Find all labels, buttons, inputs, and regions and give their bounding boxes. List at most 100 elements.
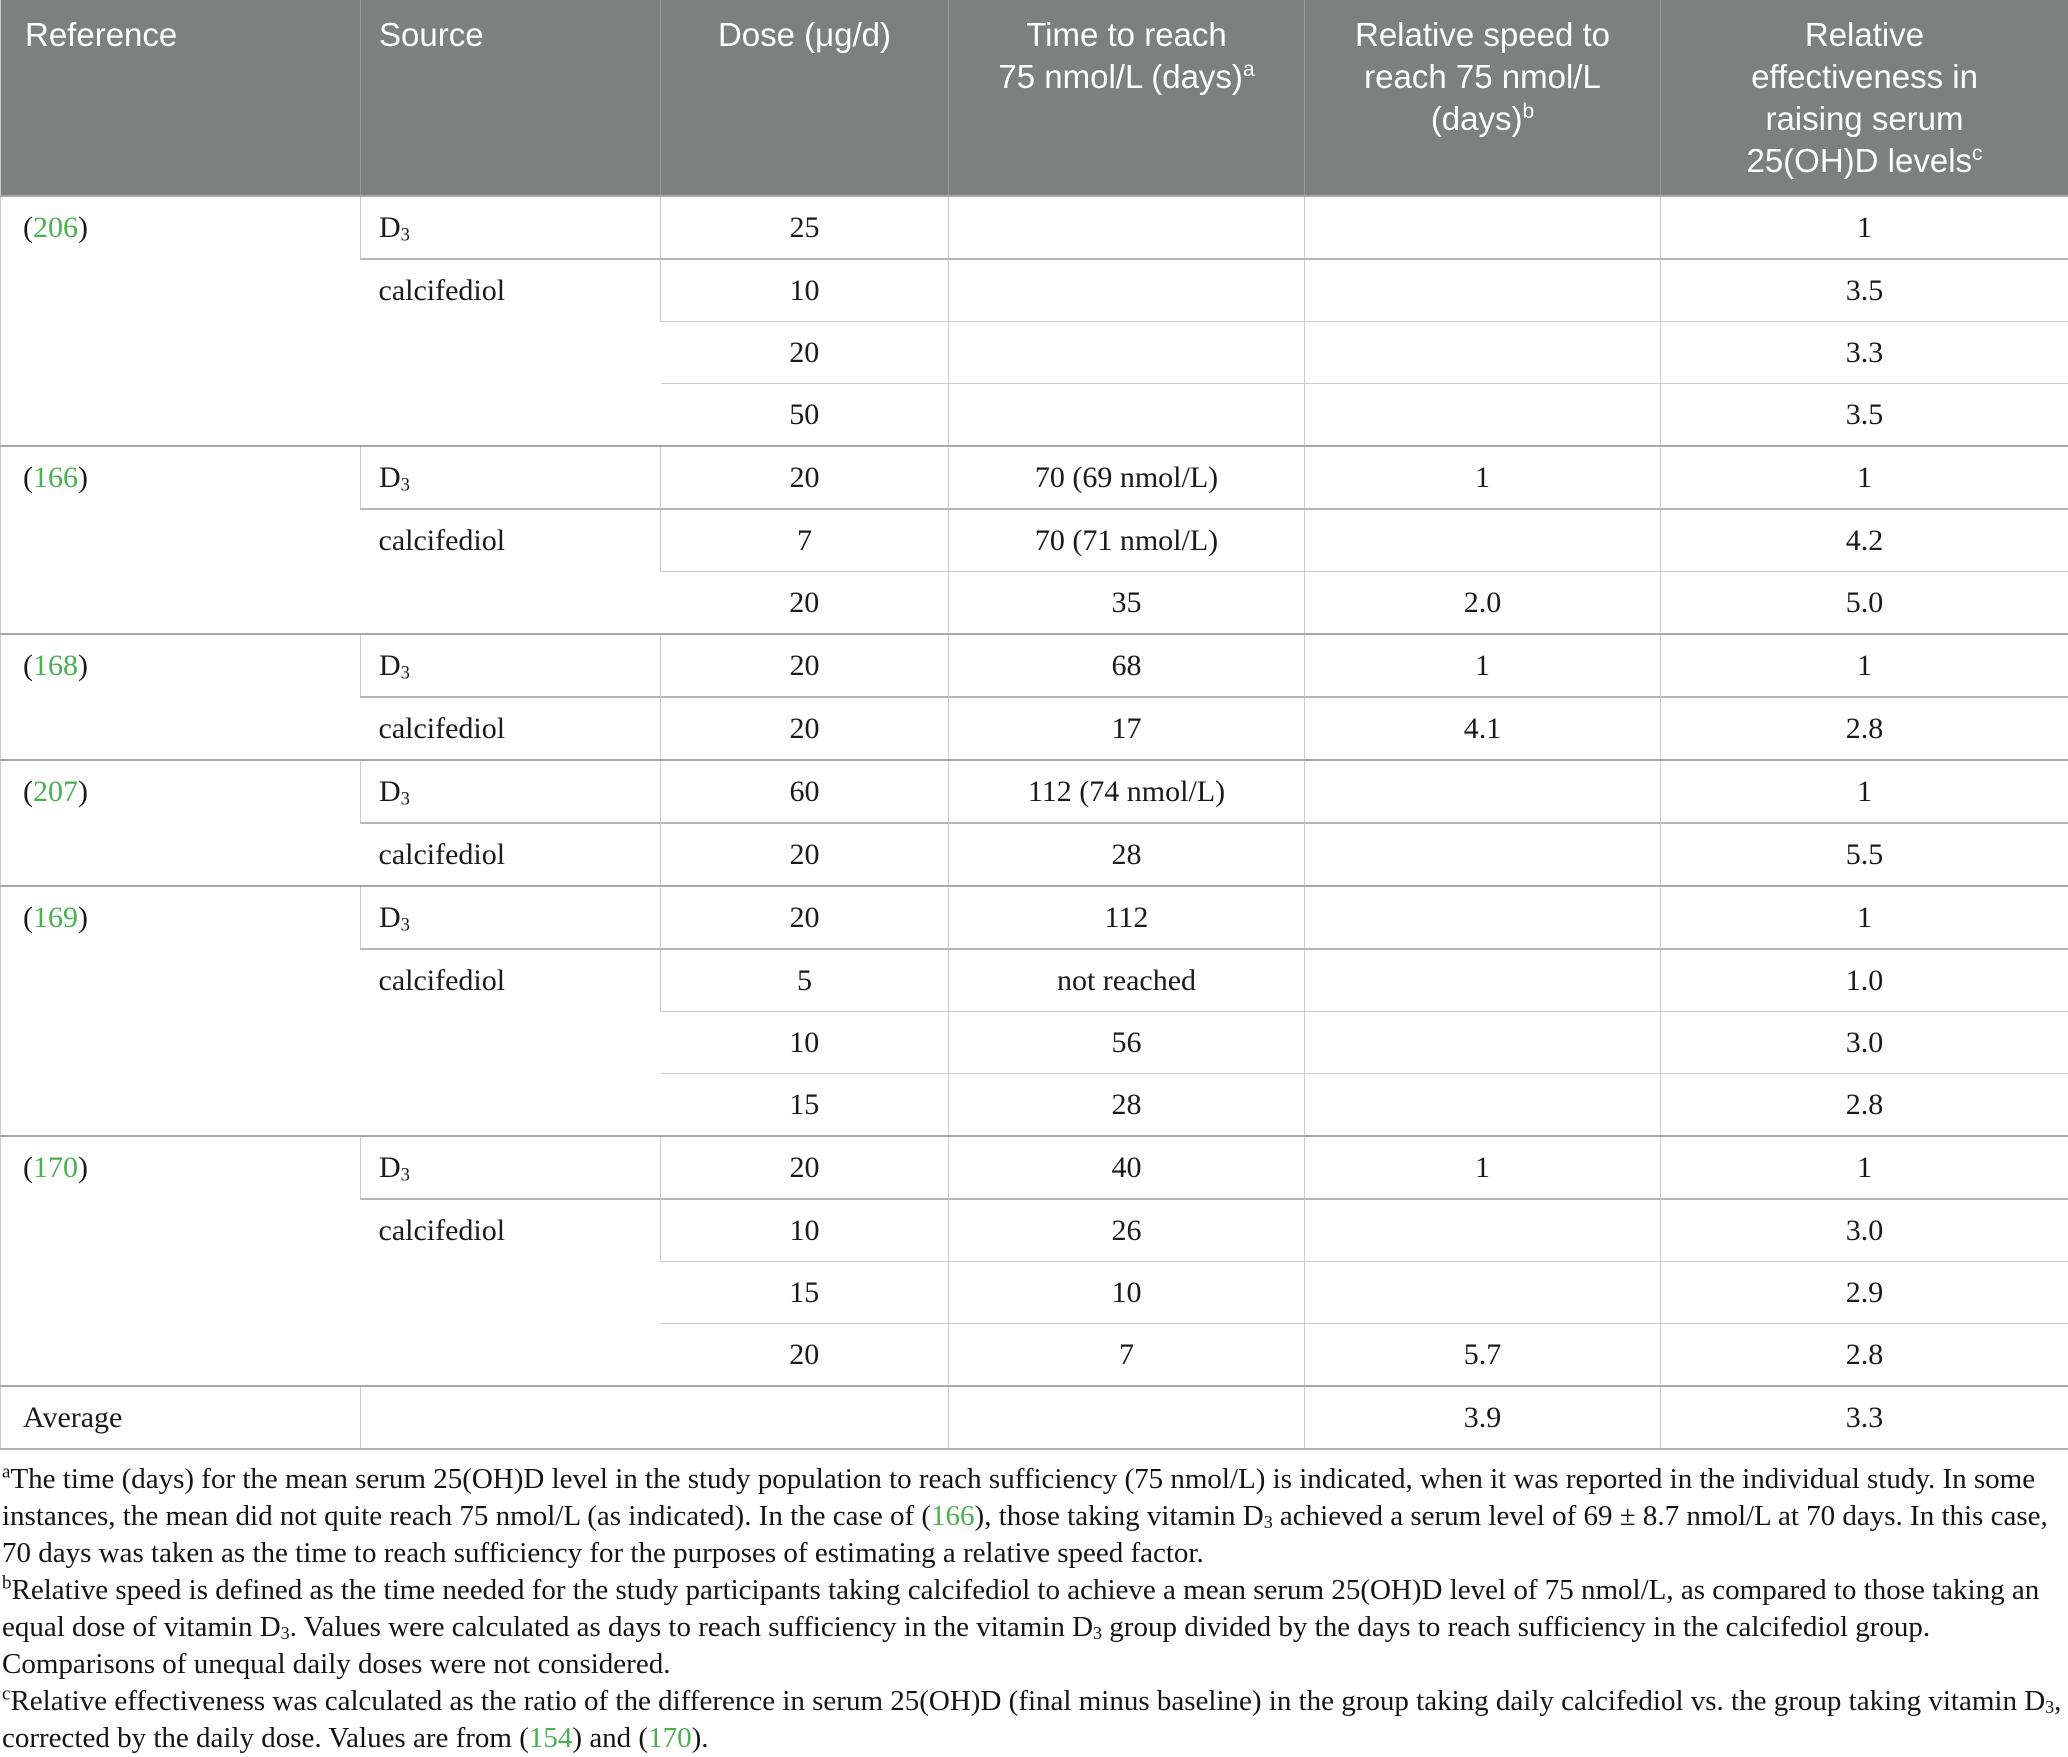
- speed-cell: 1: [1305, 446, 1661, 509]
- reference-cell: (168): [1, 634, 361, 760]
- dose-cell: 50: [661, 384, 949, 447]
- speed-cell: 3.9: [1305, 1386, 1661, 1449]
- speed-cell: [1305, 1074, 1661, 1137]
- dose-cell: 10: [661, 1199, 949, 1262]
- speed-cell: [1305, 259, 1661, 322]
- source-cell: calcifediol: [361, 509, 661, 634]
- time-cell: 56: [949, 1012, 1305, 1074]
- effectiveness-cell: 1: [1661, 196, 2068, 259]
- effectiveness-cell: 1: [1661, 886, 2068, 949]
- dose-cell: 20: [661, 322, 949, 384]
- time-cell: 7: [949, 1324, 1305, 1387]
- time-cell: [949, 259, 1305, 322]
- reference-link[interactable]: 154: [529, 1722, 573, 1754]
- column-header-effectiveness: Relative effectiveness in raising serum …: [1661, 0, 2068, 196]
- effectiveness-cell: 3.3: [1661, 322, 2068, 384]
- source-cell: D3: [361, 886, 661, 949]
- source-cell: D3: [361, 760, 661, 823]
- dose-cell: 20: [661, 886, 949, 949]
- effectiveness-cell: 1: [1661, 760, 2068, 823]
- reference-cell: (206): [1, 196, 361, 446]
- reference-link[interactable]: 207: [33, 775, 78, 808]
- reference-link[interactable]: 170: [33, 1151, 78, 1184]
- dose-cell: 20: [661, 446, 949, 509]
- time-cell: [949, 1386, 1305, 1449]
- speed-cell: [1305, 322, 1661, 384]
- time-cell: 10: [949, 1262, 1305, 1324]
- effectiveness-cell: 3.0: [1661, 1199, 2068, 1262]
- time-cell: 26: [949, 1199, 1305, 1262]
- footnote-c: cRelative effectiveness was calculated a…: [2, 1683, 2066, 1757]
- reference-link[interactable]: 206: [33, 211, 78, 244]
- source-cell: calcifediol: [361, 259, 661, 446]
- effectiveness-cell: 3.5: [1661, 259, 2068, 322]
- reference-link[interactable]: 168: [33, 649, 78, 682]
- speed-cell: [1305, 1199, 1661, 1262]
- column-header-reference: Reference: [1, 0, 361, 196]
- source-cell: D3: [361, 1136, 661, 1199]
- dose-cell: 15: [661, 1262, 949, 1324]
- dose-cell: 20: [661, 697, 949, 760]
- effectiveness-cell: 2.8: [1661, 697, 2068, 760]
- effectiveness-cell: 1.0: [1661, 949, 2068, 1012]
- source-cell: D3: [361, 196, 661, 259]
- reference-link[interactable]: 166: [33, 461, 78, 494]
- effectiveness-cell: 1: [1661, 446, 2068, 509]
- effectiveness-cell: 3.0: [1661, 1012, 2068, 1074]
- dose-cell: 20: [661, 1324, 949, 1387]
- effectiveness-cell: 5.5: [1661, 823, 2068, 886]
- effectiveness-cell: 1: [1661, 634, 2068, 697]
- footnotes: aThe time (days) for the mean serum 25(O…: [0, 1461, 2068, 1757]
- effectiveness-cell: 1: [1661, 1136, 2068, 1199]
- time-cell: 40: [949, 1136, 1305, 1199]
- speed-cell: [1305, 760, 1661, 823]
- footnote-b: bRelative speed is defined as the time n…: [2, 1572, 2066, 1683]
- effectiveness-cell: 2.9: [1661, 1262, 2068, 1324]
- dose-cell: 20: [661, 823, 949, 886]
- speed-cell: 4.1: [1305, 697, 1661, 760]
- effectiveness-cell: 3.5: [1661, 384, 2068, 447]
- speed-cell: [1305, 509, 1661, 572]
- effectiveness-cell: 4.2: [1661, 509, 2068, 572]
- source-cell: calcifediol: [361, 949, 661, 1136]
- reference-cell: (207): [1, 760, 361, 886]
- time-cell: [949, 384, 1305, 447]
- average-cell: Average: [1, 1386, 361, 1449]
- dose-cell: 25: [661, 196, 949, 259]
- speed-cell: [1305, 1262, 1661, 1324]
- source-cell: calcifediol: [361, 697, 661, 760]
- reference-link[interactable]: 169: [33, 901, 78, 934]
- time-cell: not reached: [949, 949, 1305, 1012]
- speed-cell: [1305, 1012, 1661, 1074]
- time-cell: 28: [949, 1074, 1305, 1137]
- reference-link[interactable]: 170: [648, 1722, 692, 1754]
- effectiveness-cell: 3.3: [1661, 1386, 2068, 1449]
- time-cell: [949, 322, 1305, 384]
- dose-cell: 20: [661, 572, 949, 635]
- dose-cell: 5: [661, 949, 949, 1012]
- footnote-marker: b: [2, 1572, 12, 1593]
- column-header-speed: Relative speed to reach 75 nmol/L (days)…: [1305, 0, 1661, 196]
- speed-cell: [1305, 949, 1661, 1012]
- time-cell: 68: [949, 634, 1305, 697]
- source-cell: D3: [361, 446, 661, 509]
- speed-cell: [1305, 196, 1661, 259]
- study-table: Reference Source Dose (μg/d) Time to rea…: [0, 0, 2068, 1450]
- speed-cell: 2.0: [1305, 572, 1661, 635]
- effectiveness-cell: 5.0: [1661, 572, 2068, 635]
- time-cell: 70 (69 nmol/L): [949, 446, 1305, 509]
- time-cell: 35: [949, 572, 1305, 635]
- time-cell: 17: [949, 697, 1305, 760]
- reference-link[interactable]: 166: [931, 1500, 975, 1532]
- time-cell: 70 (71 nmol/L): [949, 509, 1305, 572]
- speed-cell: [1305, 823, 1661, 886]
- effectiveness-cell: 2.8: [1661, 1324, 2068, 1387]
- reference-cell: (169): [1, 886, 361, 1136]
